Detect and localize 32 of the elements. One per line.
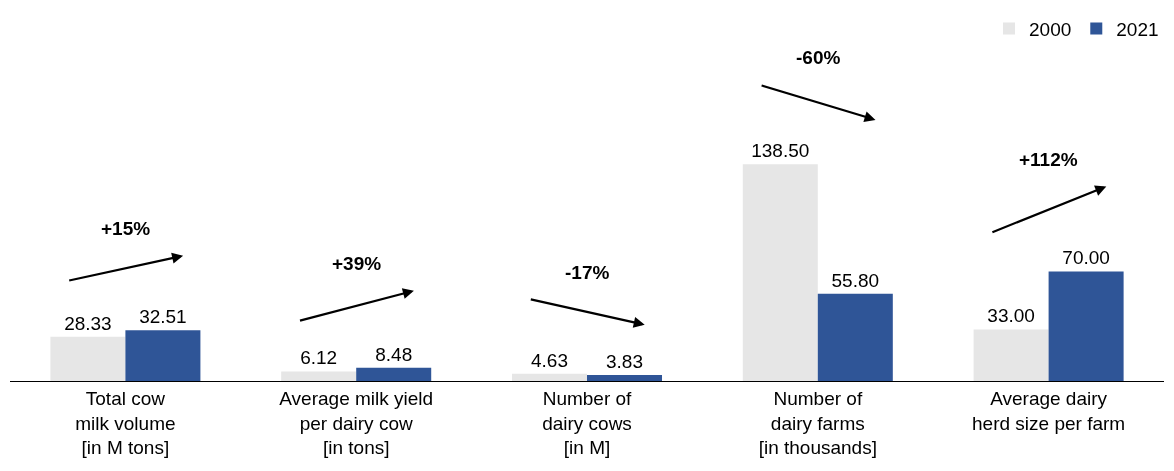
data-label: 4.63: [531, 349, 568, 371]
bar: [511, 373, 587, 381]
data-label: 32.51: [139, 306, 187, 328]
bar: [817, 293, 893, 381]
x-tick-label: Total cow milk volume [in M tons]: [75, 387, 176, 459]
x-tick-label: Average dairy herd size per farm: [972, 387, 1126, 434]
bar: [281, 371, 357, 381]
annotation: +15%: [101, 218, 151, 239]
bar: [356, 367, 432, 381]
data-label: 70.00: [1062, 247, 1110, 269]
legend-label: 2000: [1029, 18, 1072, 40]
text: -60%: [796, 47, 841, 68]
bar: [587, 375, 663, 381]
legend-label: 2021: [1116, 18, 1159, 40]
bar: [1048, 271, 1124, 381]
bar: [973, 329, 1049, 381]
data-label: 3.83: [606, 351, 643, 373]
annotation: +112%: [1019, 149, 1078, 170]
x-tick-label: Number of dairy farms [in thousands]: [758, 387, 877, 459]
data-label: 28.33: [64, 312, 112, 334]
data-label: 33.00: [987, 305, 1035, 327]
bar: [742, 164, 818, 381]
x-tick-label: Number of dairy cows [in M]: [542, 387, 633, 459]
bar: [50, 336, 126, 381]
x-tick-label: Average milk yield per dairy cow [in tons]: [279, 387, 434, 459]
data-label: 6.12: [300, 347, 338, 369]
bar: [125, 330, 201, 381]
data-label: 55.80: [831, 269, 880, 291]
data-label: 138.50: [751, 140, 810, 162]
annotation: -17%: [565, 262, 610, 283]
annotation: +39%: [332, 253, 382, 274]
data-label: 8.48: [375, 343, 413, 365]
